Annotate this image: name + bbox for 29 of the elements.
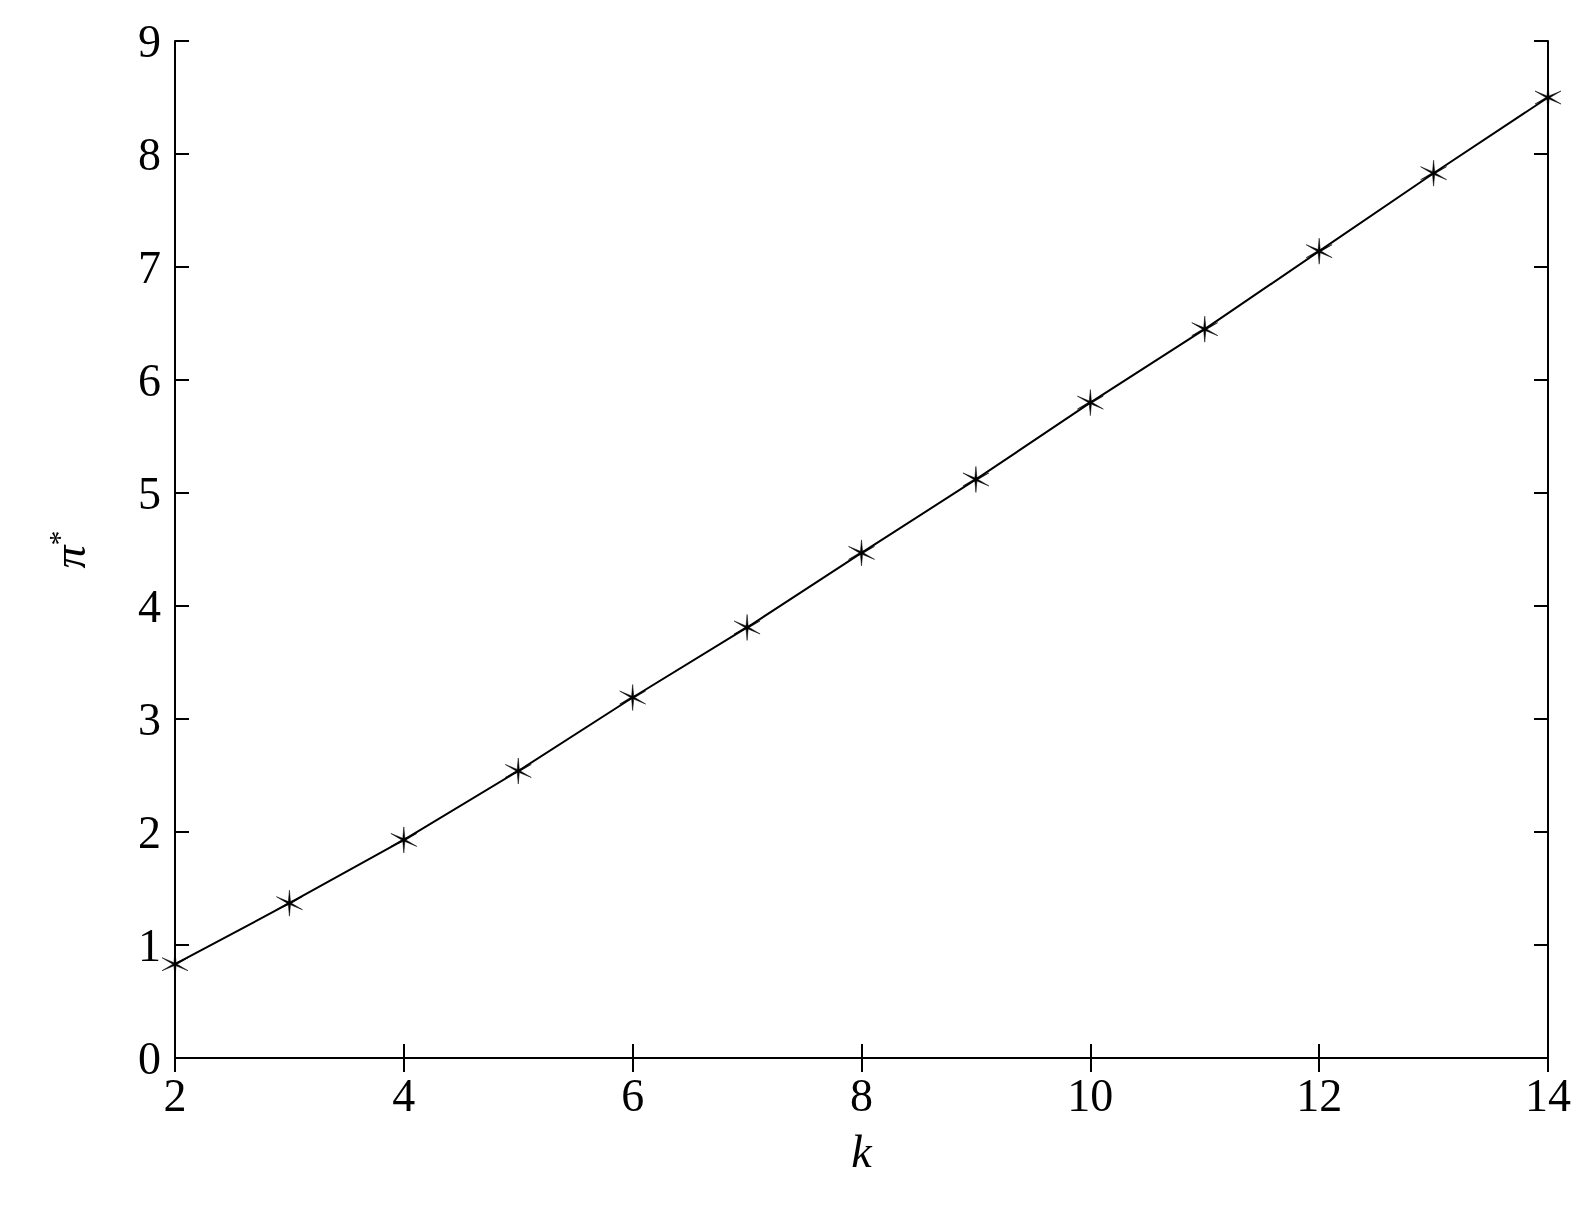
y-tick-label: 4 xyxy=(138,580,161,632)
y-tick-label: 7 xyxy=(138,241,161,293)
y-tick-label: 9 xyxy=(138,15,161,67)
x-tick-label: 8 xyxy=(850,1069,873,1121)
x-tick-label: 12 xyxy=(1296,1069,1343,1121)
y-tick-label: 6 xyxy=(138,354,161,406)
y-axis-title: π* xyxy=(41,530,95,569)
point xyxy=(390,826,418,854)
x-tick-label: 10 xyxy=(1067,1069,1114,1121)
point xyxy=(276,889,303,917)
y-tick-label: 2 xyxy=(138,806,161,858)
point xyxy=(1191,315,1218,343)
x-tick-label: 14 xyxy=(1525,1069,1571,1121)
point xyxy=(1077,389,1104,416)
point xyxy=(505,757,532,785)
x-tick-label: 4 xyxy=(392,1069,416,1121)
x-axis-title: k xyxy=(851,1125,874,1177)
point xyxy=(1420,159,1447,187)
y-tick-label: 5 xyxy=(138,467,161,519)
point xyxy=(1305,237,1333,265)
point xyxy=(848,539,875,567)
x-tick-label: 6 xyxy=(621,1069,645,1121)
y-tick-label: 3 xyxy=(138,693,161,745)
point xyxy=(733,614,761,641)
point xyxy=(619,684,646,711)
y-tick-label: 1 xyxy=(138,919,161,971)
y-tick-label: 0 xyxy=(138,1032,161,1084)
y-tick-label: 8 xyxy=(138,128,161,180)
point xyxy=(962,466,990,493)
